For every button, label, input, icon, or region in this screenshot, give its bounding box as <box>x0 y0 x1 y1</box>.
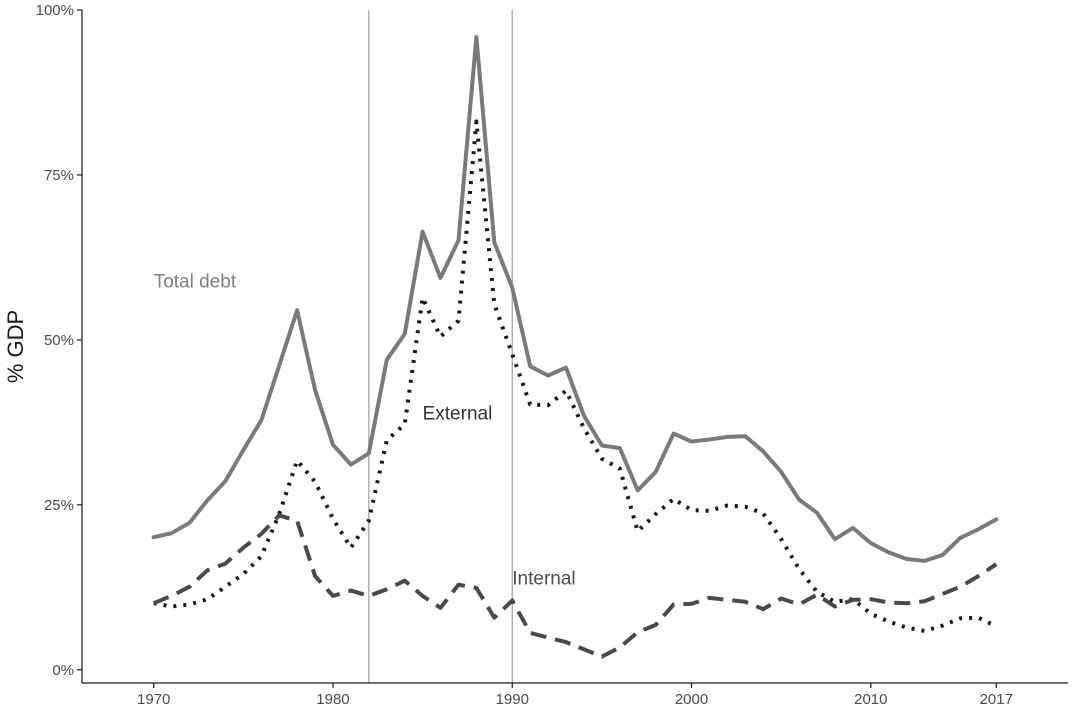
x-tick-label: 1980 <box>316 691 349 708</box>
y-axis-ticks: 0% 25% 50% 75% 100% <box>36 2 82 679</box>
series-line-dotted <box>153 119 998 633</box>
x-tick-label: 1990 <box>496 691 529 708</box>
series-lines <box>151 35 999 659</box>
series-line-solid <box>151 35 999 563</box>
reference-lines <box>368 10 513 683</box>
series-labels: Total debt External Internal <box>154 272 576 590</box>
axes <box>81 10 1068 684</box>
y-tick-label: 0% <box>52 662 74 679</box>
label-internal: Internal <box>512 568 575 589</box>
y-tick-label: 50% <box>44 332 74 349</box>
y-tick-label: 25% <box>44 497 74 514</box>
y-tick-label: 75% <box>44 167 74 184</box>
x-axis-ticks: 1970 1980 1990 2000 2010 2017 <box>137 683 1013 708</box>
y-tick-label: 100% <box>36 2 74 19</box>
x-tick-label: 2017 <box>980 691 1013 708</box>
label-total-debt: Total debt <box>154 272 237 293</box>
x-tick-label: 1970 <box>137 691 170 708</box>
x-tick-label: 2010 <box>854 691 887 708</box>
y-axis-title: % GDP <box>3 310 28 383</box>
series-line-dashed <box>152 513 998 659</box>
label-external: External <box>423 403 493 424</box>
x-tick-label: 2000 <box>675 691 708 708</box>
